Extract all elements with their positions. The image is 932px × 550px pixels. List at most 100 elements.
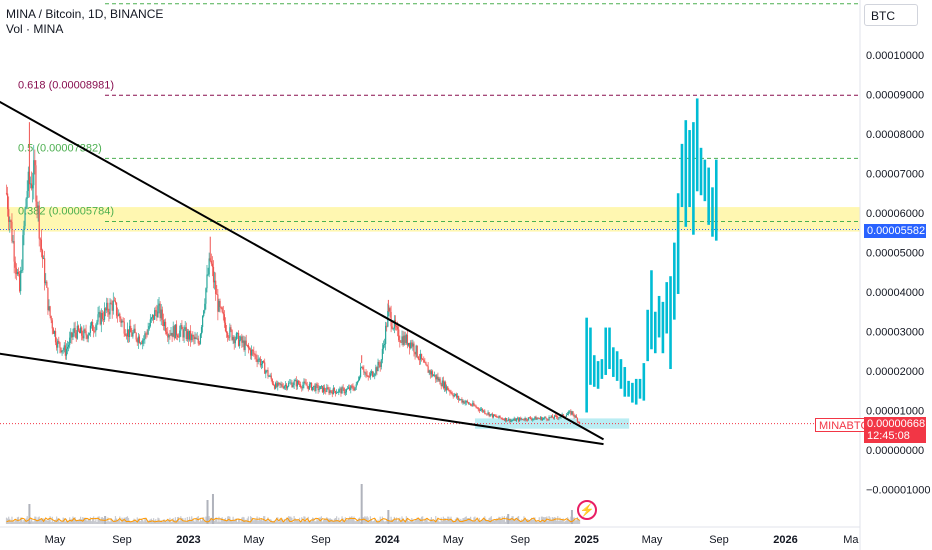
candle-body: [293, 381, 295, 386]
volume-bar: [75, 519, 77, 524]
candle-body: [178, 336, 180, 338]
volume-bar: [286, 518, 289, 524]
volume-bar: [316, 518, 318, 524]
volume-bar: [204, 521, 206, 524]
x-tick-label: May: [45, 534, 66, 546]
trendline-lower[interactable]: [0, 351, 604, 446]
candle-body: [379, 365, 381, 367]
candle-body: [154, 310, 156, 320]
candle-body: [54, 331, 57, 343]
candle-body: [125, 335, 127, 337]
candle-body: [12, 241, 14, 242]
trendline-upper[interactable]: [0, 93, 605, 441]
volume-bar: [522, 520, 524, 524]
candle-body: [447, 386, 449, 391]
candle-body: [568, 411, 570, 414]
candle-body: [320, 385, 322, 387]
candle-body: [245, 340, 247, 345]
volume-bar: [501, 516, 503, 524]
currency-selector[interactable]: BTC: [864, 4, 918, 26]
candle-body: [358, 377, 361, 381]
candle-body: [427, 366, 429, 373]
volume-bar: [498, 516, 500, 524]
candle-body: [336, 392, 338, 394]
candle-body: [260, 363, 263, 366]
candle-body: [413, 343, 415, 353]
volume-bar: [373, 521, 375, 524]
candle-body: [100, 313, 102, 325]
volume-bar: [578, 519, 581, 524]
candle-body: [96, 321, 98, 326]
candle-body: [211, 263, 214, 267]
volume-bar: [58, 518, 60, 524]
volume-bar: [203, 517, 205, 524]
volume-bar: [294, 518, 296, 524]
candle-body: [316, 384, 318, 386]
volume-bar: [424, 518, 426, 524]
projection-bar: [638, 378, 642, 399]
volume-bar: [451, 519, 453, 524]
volume-bar: [394, 519, 397, 524]
volume-bar: [23, 520, 25, 524]
volume-bar: [554, 517, 557, 524]
volume-bar: [505, 516, 508, 524]
volume-bar: [475, 521, 477, 524]
candle-body: [571, 411, 573, 415]
volume-bar: [171, 521, 173, 524]
candle-body: [242, 340, 244, 343]
volume-bar: [27, 521, 29, 524]
volume-bar: [231, 521, 233, 524]
candle-body: [327, 387, 329, 389]
candle-body: [23, 226, 25, 236]
candle-body: [167, 333, 169, 338]
candle-body: [511, 420, 513, 422]
volume-bar: [254, 519, 256, 524]
candle-body: [285, 384, 288, 389]
candle-body: [40, 239, 42, 251]
projection-bar: [612, 347, 615, 377]
volume-bar: [483, 518, 485, 524]
candle-body: [142, 340, 144, 344]
candle-body: [195, 337, 197, 340]
volume-bar: [93, 516, 95, 524]
candle-body: [404, 335, 406, 343]
volume-bar: [486, 520, 488, 524]
candle-body: [436, 376, 438, 380]
candle-body: [388, 308, 390, 311]
volume-bar: [559, 517, 561, 524]
candle-body: [224, 322, 227, 331]
volume-bar: [8, 516, 10, 524]
candle-body: [409, 342, 411, 349]
volume-bar: [444, 518, 447, 524]
volume-bar: [106, 521, 108, 524]
volume-bar: [428, 521, 430, 524]
volume-bar: [576, 516, 578, 524]
candle-body: [344, 392, 346, 394]
volume-bar: [513, 519, 515, 524]
volume-bar: [423, 521, 425, 524]
volume-bar: [349, 516, 351, 524]
candle-body: [176, 335, 179, 337]
candle-body: [324, 387, 326, 391]
volume-bar: [512, 516, 514, 524]
volume-bar: [81, 519, 83, 524]
volume-bar: [252, 518, 254, 524]
candle-body: [196, 338, 198, 340]
candle-body: [5, 193, 8, 195]
candle-body: [432, 375, 435, 377]
candle-body: [232, 337, 234, 340]
candle-body: [377, 361, 379, 372]
candle-body: [426, 364, 428, 367]
candle-body: [160, 309, 162, 319]
candle-body: [300, 384, 302, 388]
candle-body: [509, 418, 511, 422]
lightning-event-icon[interactable]: ⚡: [577, 500, 597, 520]
volume-bar: [162, 519, 164, 524]
volume-bar: [535, 521, 537, 524]
volume-bar: [236, 521, 239, 524]
candle-body: [281, 384, 283, 387]
candle-body: [318, 389, 320, 391]
candle-body: [214, 280, 216, 283]
candle-body: [251, 349, 253, 356]
